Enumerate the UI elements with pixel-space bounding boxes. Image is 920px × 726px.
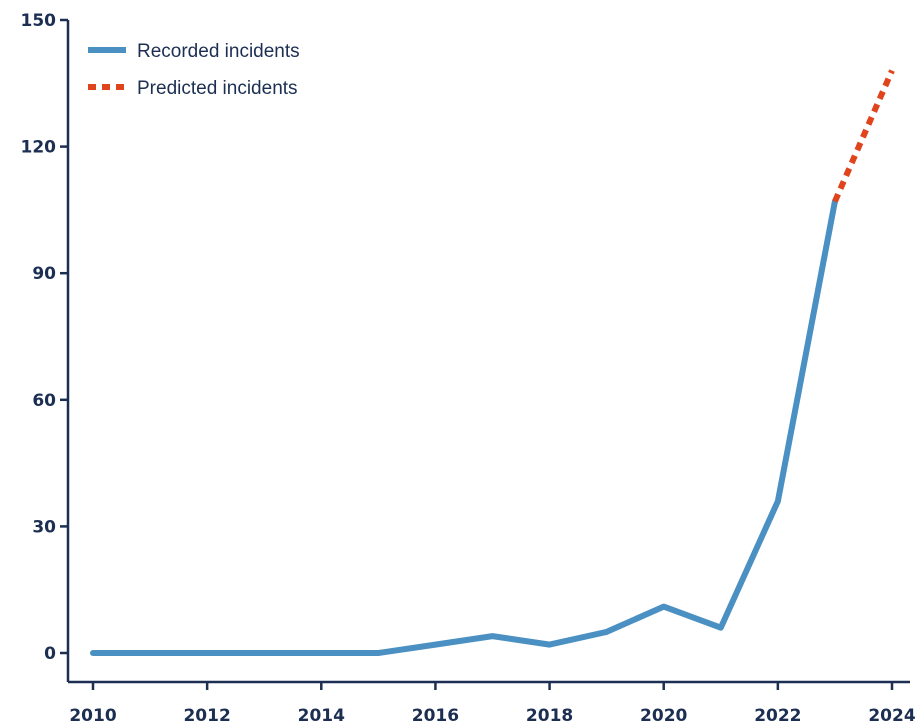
legend: Recorded incidents Predicted incidents [88,41,300,99]
legend-label: Recorded incidents [137,41,300,62]
y-tick-label: 0 [44,644,56,664]
y-tick-label: 120 [21,138,57,158]
x-tick-label: 2014 [298,706,345,726]
x-tick-label: 2024 [868,706,915,726]
y-tick-label: 150 [21,11,57,31]
y-tick-label: 90 [32,264,56,284]
x-tick-label: 2010 [69,706,116,726]
predicted-incidents-line [832,69,895,203]
x-tick-label: 2012 [183,706,230,726]
legend-label: Predicted incidents [137,78,298,99]
plot-area [90,69,895,656]
x-tick-label: 2020 [640,706,687,726]
recorded-incidents-line [90,198,838,656]
x-tick-label: 2016 [412,706,459,726]
x-tick-label: 2018 [526,706,573,726]
x-tick-label: 2022 [754,706,801,726]
y-tick-label: 60 [32,391,56,411]
y-tick-label: 30 [32,517,56,537]
axes: 0 30 60 90 120 150 2010 2012 2014 2016 2018 2020 202… [21,11,916,726]
